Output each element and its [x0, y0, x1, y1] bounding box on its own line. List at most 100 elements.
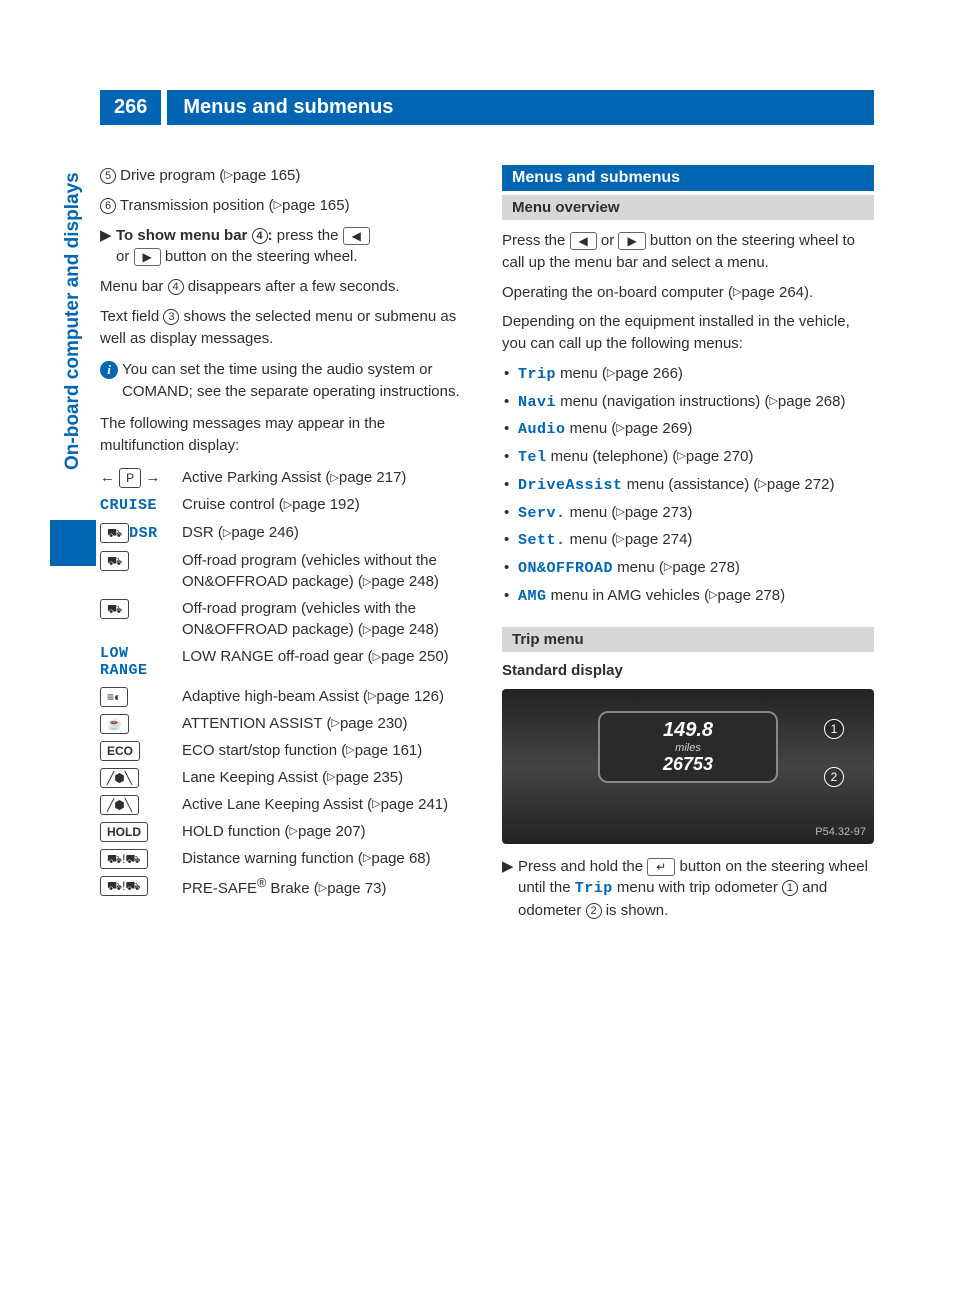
message-icon-cell: ← P →: [100, 464, 182, 491]
message-icon-cell: CRUISE: [100, 491, 182, 519]
text: To show menu bar: [116, 227, 252, 244]
circled-ref: 4: [168, 279, 184, 295]
menu-list-item: AMG menu in AMG vehicles (▷ page 278): [518, 585, 874, 608]
paragraph: Press the ◀ or ▶ button on the steering …: [502, 230, 874, 274]
right-arrow-button-icon: ▶: [618, 232, 645, 250]
message-desc-cell: Adaptive high-beam Assist (▷ page 126): [182, 683, 472, 710]
table-row: ⛟ Off-road program (vehicles without the …: [100, 547, 472, 595]
table-row: ≡◐ Adaptive high-beam Assist (▷ page 126): [100, 683, 472, 710]
menu-name: Navi: [518, 394, 556, 411]
menu-list-item: Audio menu (▷ page 269): [518, 418, 874, 441]
info-note: i You can set the time using the audio s…: [100, 359, 472, 403]
section-tab: On-board computer and displays: [62, 172, 84, 470]
message-desc-cell: PRE-SAFE® Brake (▷ page 73): [182, 872, 472, 902]
offroad-icon: ⛟: [100, 551, 129, 571]
section-header-secondary: Trip menu: [502, 627, 874, 652]
section-tab-block: [50, 520, 96, 566]
instruction-step: ▶ Press and hold the ↵ button on the ste…: [502, 856, 874, 922]
table-row: ╱⬢╲Lane Keeping Assist (▷ page 235): [100, 764, 472, 791]
message-icon-cell: ☕: [100, 710, 182, 737]
message-icon-cell: ⛟: [100, 595, 182, 643]
menu-name: Trip: [575, 880, 613, 897]
subheading: Standard display: [502, 662, 874, 679]
table-row: ECO ECO start/stop function (▷ page 161): [100, 737, 472, 764]
menu-list-item: ON&OFFROAD menu (▷ page 278): [518, 557, 874, 580]
numbered-item: 6 Transmission position (▷ page 165): [100, 195, 472, 217]
paragraph: Text field 3 shows the selected menu or …: [100, 306, 472, 350]
message-icon-cell: ≡◐: [100, 683, 182, 710]
menu-name: Audio: [518, 421, 566, 438]
message-icon-cell: HOLD: [100, 818, 182, 845]
message-icon-cell: ╱⬢╲: [100, 764, 182, 791]
menu-list: Trip menu (▷ page 266) Navi menu (navigat…: [502, 363, 874, 608]
table-row: ⛟!⛟ PRE-SAFE® Brake (▷ page 73): [100, 872, 472, 902]
message-desc-cell: LOW RANGE off-road gear (▷ page 250): [182, 643, 472, 683]
high-beam-icon: ≡◐: [100, 687, 128, 707]
circled-ref: 5: [100, 168, 116, 184]
info-icon: i: [100, 361, 118, 379]
callout-1: 1: [824, 719, 844, 739]
left-arrow-button-icon: ◀: [343, 227, 370, 245]
message-icon-cell: ECO: [100, 737, 182, 764]
message-desc-cell: Cruise control (▷ page 192): [182, 491, 472, 519]
table-row: ← P → Active Parking Assist (▷ page 217): [100, 464, 472, 491]
table-row: ⛟DSRDSR (▷ page 246): [100, 519, 472, 547]
offroad-icon: ⛟: [100, 599, 129, 619]
cruise-icon: CRUISE: [100, 497, 157, 514]
section-header-primary: Menus and submenus: [502, 165, 874, 191]
table-row: ⛟!⛟Distance warning function (▷ page 68): [100, 845, 472, 872]
message-desc-cell: Lane Keeping Assist (▷ page 235): [182, 764, 472, 791]
attention-assist-icon: ☕: [100, 714, 129, 734]
message-desc-cell: ATTENTION ASSIST (▷ page 230): [182, 710, 472, 737]
left-arrow-button-icon: ◀: [570, 232, 597, 250]
message-desc-cell: Distance warning function (▷ page 68): [182, 845, 472, 872]
message-desc-cell: HOLD function (▷ page 207): [182, 818, 472, 845]
menu-list-item: Serv. menu (▷ page 273): [518, 502, 874, 525]
circled-ref: 6: [100, 198, 116, 214]
circled-ref: 2: [586, 903, 602, 919]
paragraph: The following messages may appear in the…: [100, 413, 472, 457]
message-icon-cell: ⛟DSR: [100, 519, 182, 547]
table-row: CRUISE Cruise control (▷ page 192): [100, 491, 472, 519]
trip-odometer-unit: miles: [610, 742, 766, 754]
page-number: 266: [100, 90, 161, 125]
message-desc-cell: Off-road program (vehicles without the O…: [182, 547, 472, 595]
message-table: ← P →Active Parking Assist (▷ page 217)C…: [100, 464, 472, 902]
message-desc-cell: ECO start/stop function (▷ page 161): [182, 737, 472, 764]
menu-name: Sett.: [518, 532, 566, 549]
table-row: ☕ ATTENTION ASSIST (▷ page 230): [100, 710, 472, 737]
back-button-icon: ↵: [647, 858, 675, 876]
table-row: ⛟ Off-road program (vehicles with the ON&…: [100, 595, 472, 643]
message-desc-cell: Off-road program (vehicles with the ON&O…: [182, 595, 472, 643]
low-range-icon: LOWRANGE: [100, 646, 148, 679]
message-desc-cell: Active Parking Assist (▷ page 217): [182, 464, 472, 491]
paragraph: Menu bar 4 disappears after a few second…: [100, 276, 472, 298]
right-column: Menus and submenus Menu overview Press t…: [502, 165, 874, 930]
message-icon-cell: ╱⬢╲: [100, 791, 182, 818]
hold-icon: HOLD: [100, 822, 148, 842]
menu-list-item: Trip menu (▷ page 266): [518, 363, 874, 386]
message-icon-cell: ⛟!⛟: [100, 872, 182, 902]
dsr-icon: ⛟DSR: [100, 524, 158, 541]
menu-name: ON&OFFROAD: [518, 560, 613, 577]
message-icon-cell: LOWRANGE: [100, 643, 182, 683]
eco-icon: ECO: [100, 741, 140, 761]
menu-list-item: Tel menu (telephone) (▷ page 270): [518, 446, 874, 469]
info-text: You can set the time using the audio sys…: [122, 359, 472, 403]
distance-warning-icon: ⛟!⛟: [100, 876, 148, 896]
menu-list-item: Navi menu (navigation instructions) (▷ p…: [518, 391, 874, 414]
message-desc-cell: Active Lane Keeping Assist (▷ page 241): [182, 791, 472, 818]
menu-name: Serv.: [518, 505, 566, 522]
manual-page: On-board computer and displays 266 Menus…: [0, 0, 954, 990]
menu-name: DriveAssist: [518, 477, 623, 494]
parking-assist-icon: ← P →: [100, 469, 160, 486]
figure-ref-label: P54.32-97: [815, 826, 866, 838]
callout-2: 2: [824, 767, 844, 787]
circled-ref: 3: [163, 309, 179, 325]
menu-name: AMG: [518, 588, 547, 605]
section-header-secondary: Menu overview: [502, 195, 874, 220]
instruction-step: ▶ To show menu bar 4: press the ◀ or ▶ b…: [100, 225, 472, 269]
menu-name: Trip: [518, 366, 556, 383]
odometer-value: 26753: [610, 754, 766, 775]
page-title: Menus and submenus: [167, 90, 874, 125]
